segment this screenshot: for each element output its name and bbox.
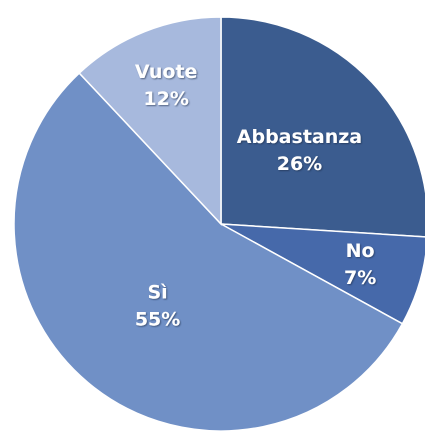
slice-label-value: 26% — [277, 153, 322, 175]
labels: Abbastanza 26% No 7% Sì 55% Vuote 12% — [135, 61, 376, 330]
pie-slice — [78, 16, 222, 226]
slices — [13, 16, 425, 432]
slice-label-name: Sì — [147, 281, 167, 303]
slice-label-name: No — [346, 240, 375, 262]
pie-slice — [220, 16, 425, 238]
slice-label-value: 7% — [344, 267, 376, 289]
slice-label-value: 12% — [143, 88, 188, 110]
slice-label-value: 55% — [135, 308, 180, 330]
slice-label-name: Vuote — [135, 61, 198, 83]
pie-slice — [13, 72, 404, 432]
slice-label-name: Abbastanza — [237, 126, 362, 148]
